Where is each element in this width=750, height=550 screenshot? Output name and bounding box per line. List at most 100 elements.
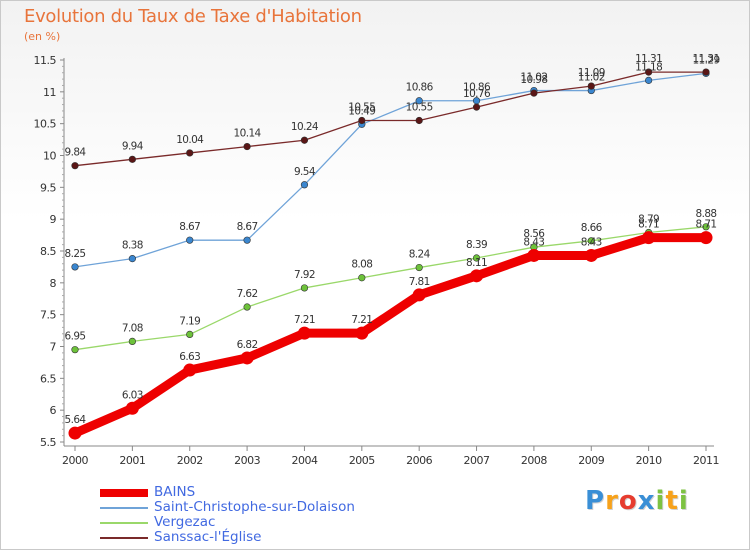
- data-point: [702, 68, 710, 76]
- data-label: 7.19: [179, 315, 200, 327]
- data-label: 9.54: [294, 166, 316, 178]
- data-label: 7.81: [409, 276, 430, 288]
- data-point: [645, 76, 653, 84]
- data-label: 8.24: [409, 249, 431, 261]
- data-label: 7.08: [122, 322, 143, 334]
- data-label: 7.21: [351, 314, 372, 326]
- chart-subtitle: (en %): [24, 30, 61, 43]
- data-point: [358, 274, 366, 282]
- y-tick-label: 7.5: [40, 309, 56, 322]
- data-point: [240, 351, 254, 365]
- y-tick-label: 6.5: [40, 372, 56, 385]
- data-point: [186, 330, 194, 339]
- data-label: 7.92: [294, 269, 315, 281]
- x-tick-label: 2009: [578, 454, 604, 467]
- data-point: [358, 116, 366, 125]
- data-label: 9.84: [65, 147, 87, 159]
- logo-letter: r: [605, 486, 619, 516]
- data-point: [71, 346, 79, 354]
- data-point: [472, 254, 481, 262]
- data-point: [243, 236, 251, 244]
- data-label: 8.71: [696, 219, 717, 231]
- series-labels: 5.64 6.03 6.63 6.82 7.21 7.21 7.81 8.11 8.43 8.43…: [65, 53, 721, 426]
- data-point: [128, 337, 136, 346]
- data-point: [587, 82, 595, 90]
- data-label: 8.43: [581, 236, 602, 248]
- data-label: 8.43: [523, 236, 544, 248]
- data-point: [355, 326, 369, 340]
- data-label: 10.86: [406, 82, 434, 94]
- logo-letter: x: [637, 486, 656, 516]
- logo-letter: P: [585, 486, 606, 516]
- legend-item: Saint-Christophe-sur-Dolaison: [100, 499, 420, 515]
- data-label: 10.98: [520, 74, 547, 86]
- data-label: 11.29: [692, 54, 719, 66]
- data-label: 10.24: [291, 121, 319, 133]
- data-point: [297, 326, 311, 340]
- data-label: 11.31: [692, 53, 719, 65]
- data-label: 7.21: [294, 314, 315, 326]
- y-tick-label: 6: [50, 404, 57, 417]
- data-label: 8.11: [466, 257, 487, 269]
- data-point: [645, 68, 653, 76]
- x-tick-label: 2007: [464, 454, 490, 467]
- legend-label: BAINS: [154, 484, 196, 500]
- data-label: 8.38: [122, 240, 143, 252]
- x-tick-label: 2003: [234, 454, 260, 467]
- x-tick-label: 2000: [62, 454, 88, 467]
- data-label: 6.63: [179, 351, 200, 363]
- data-point: [186, 236, 194, 244]
- x-tick-label: 2008: [521, 454, 547, 467]
- data-label: 8.67: [237, 221, 258, 233]
- data-point: [128, 255, 136, 263]
- data-label: 11.02: [520, 72, 547, 84]
- data-point: [415, 116, 423, 125]
- data-label: 10.14: [234, 128, 262, 140]
- data-label: 8.08: [351, 259, 372, 271]
- data-label: 11.02: [578, 72, 605, 84]
- proxiti-logo: Proxiti: [585, 486, 689, 516]
- data-point: [68, 426, 82, 440]
- data-point: [584, 248, 598, 262]
- data-label: 10.86: [463, 82, 491, 94]
- x-tick-label: 2002: [177, 454, 203, 467]
- data-point: [300, 284, 309, 292]
- data-point: [412, 288, 426, 302]
- data-point: [243, 142, 251, 151]
- data-point: [71, 263, 79, 271]
- x-tick-label: 2006: [406, 454, 432, 467]
- y-tick-label: 8: [50, 277, 57, 290]
- logo-letter: i: [678, 486, 689, 516]
- data-point: [472, 103, 481, 111]
- data-label: 11.31: [635, 53, 662, 65]
- data-point: [243, 303, 251, 311]
- data-label: 6.82: [237, 339, 258, 351]
- data-point: [300, 136, 309, 144]
- y-tick-label: 8.5: [40, 245, 56, 258]
- logo-letter: o: [618, 486, 638, 516]
- chart-title: Evolution du Taux de Taxe d'Habitation: [24, 6, 362, 27]
- y-tick-label: 9.5: [40, 181, 56, 194]
- y-tick-label: 10.5: [34, 118, 57, 131]
- chart-axes: 5.5 6 6.5 7 7.5 8 8.5 9 9.5 10 10.5 11 11.5 2000 2001 2…: [34, 54, 720, 467]
- data-label: 11.09: [578, 67, 605, 79]
- data-point: [71, 162, 79, 170]
- series-line-1: [74, 72, 707, 268]
- data-label: 8.67: [179, 221, 200, 233]
- series-line-0: [70, 233, 711, 438]
- data-point: [527, 248, 541, 262]
- logo-letter: t: [665, 486, 679, 516]
- data-point: [642, 231, 656, 245]
- data-point: [587, 237, 595, 245]
- data-point: [415, 263, 423, 272]
- data-point: [128, 155, 136, 163]
- y-tick-label: 10: [43, 150, 56, 163]
- data-point: [530, 89, 538, 97]
- y-tick-label: 7: [50, 341, 57, 354]
- data-label: 6.03: [122, 389, 143, 401]
- legend-label: Saint-Christophe-sur-Dolaison: [154, 499, 355, 515]
- data-label: 8.88: [696, 208, 717, 220]
- legend-label: Sanssac-l'Église: [154, 529, 262, 545]
- data-point: [300, 181, 309, 189]
